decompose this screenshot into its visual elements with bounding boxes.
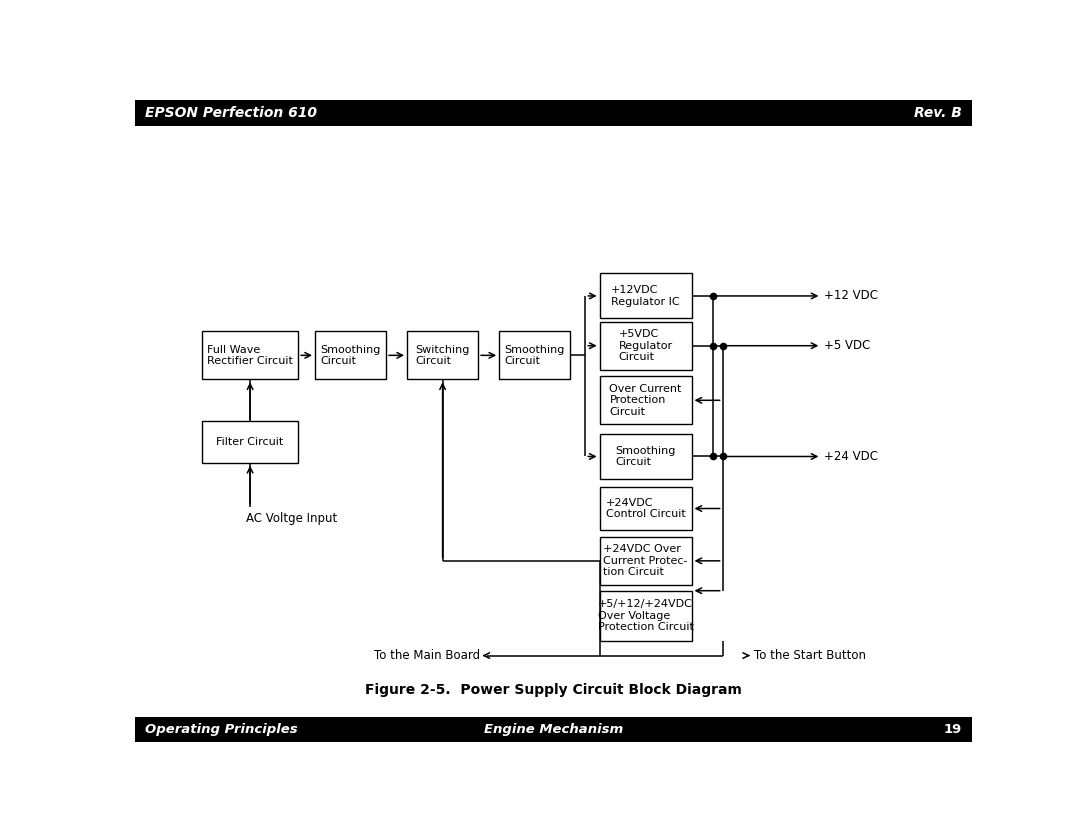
Text: Engine Mechanism: Engine Mechanism	[484, 723, 623, 736]
FancyBboxPatch shape	[599, 487, 691, 530]
FancyBboxPatch shape	[599, 537, 691, 585]
Text: Figure 2-5.  Power Supply Circuit Block Diagram: Figure 2-5. Power Supply Circuit Block D…	[365, 682, 742, 696]
FancyBboxPatch shape	[599, 322, 691, 369]
FancyBboxPatch shape	[315, 331, 387, 379]
FancyBboxPatch shape	[599, 376, 691, 425]
Text: +12 VDC: +12 VDC	[824, 289, 878, 303]
FancyBboxPatch shape	[135, 100, 972, 126]
Text: To the Start Button: To the Start Button	[754, 649, 866, 662]
Text: +5VDC
Regulator
Circuit: +5VDC Regulator Circuit	[619, 329, 673, 362]
Text: +24VDC Over
Current Protec-
tion Circuit: +24VDC Over Current Protec- tion Circuit	[604, 545, 688, 577]
Text: Switching
Circuit: Switching Circuit	[416, 344, 470, 366]
Text: Smoothing
Circuit: Smoothing Circuit	[504, 344, 565, 366]
Text: +5 VDC: +5 VDC	[824, 339, 870, 352]
Text: Smoothing
Circuit: Smoothing Circuit	[321, 344, 381, 366]
FancyBboxPatch shape	[599, 274, 691, 319]
Text: Over Current
Protection
Circuit: Over Current Protection Circuit	[609, 384, 681, 417]
FancyBboxPatch shape	[499, 331, 570, 379]
Text: +12VDC
Regulator IC: +12VDC Regulator IC	[611, 285, 680, 307]
Text: Filter Circuit: Filter Circuit	[216, 437, 284, 447]
Text: Rev. B: Rev. B	[914, 106, 962, 120]
Text: +5/+12/+24VDC
Over Voltage
Protection Circuit: +5/+12/+24VDC Over Voltage Protection Ci…	[597, 599, 693, 632]
Text: AC Voltge Input: AC Voltge Input	[246, 512, 337, 525]
Text: EPSON Perfection 610: EPSON Perfection 610	[145, 106, 318, 120]
Text: 19: 19	[944, 723, 962, 736]
Text: +24 VDC: +24 VDC	[824, 450, 878, 463]
FancyBboxPatch shape	[202, 331, 298, 379]
Text: To the Main Board: To the Main Board	[374, 649, 480, 662]
FancyBboxPatch shape	[407, 331, 478, 379]
FancyBboxPatch shape	[202, 421, 298, 463]
FancyBboxPatch shape	[135, 716, 972, 742]
Text: +24VDC
Control Circuit: +24VDC Control Circuit	[606, 498, 686, 520]
Text: Full Wave
Rectifier Circuit: Full Wave Rectifier Circuit	[207, 344, 293, 366]
Text: Operating Principles: Operating Principles	[145, 723, 298, 736]
Text: Smoothing
Circuit: Smoothing Circuit	[616, 445, 676, 467]
FancyBboxPatch shape	[599, 434, 691, 479]
FancyBboxPatch shape	[599, 590, 691, 641]
